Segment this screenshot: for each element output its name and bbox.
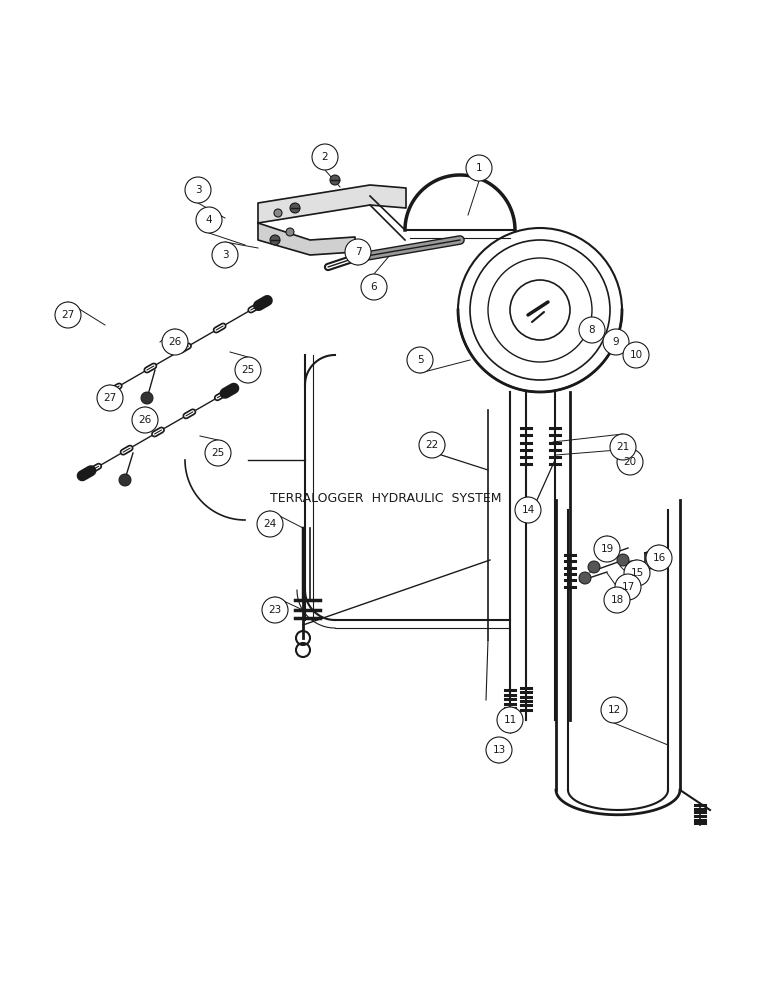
Circle shape xyxy=(497,707,523,733)
Circle shape xyxy=(419,432,445,458)
Circle shape xyxy=(274,209,282,217)
Text: 17: 17 xyxy=(621,582,635,592)
Circle shape xyxy=(262,597,288,623)
Text: 3: 3 xyxy=(195,185,201,195)
Text: 27: 27 xyxy=(62,310,75,320)
Text: 26: 26 xyxy=(168,337,181,347)
Circle shape xyxy=(212,242,238,268)
Circle shape xyxy=(361,274,387,300)
Circle shape xyxy=(579,572,591,584)
Circle shape xyxy=(407,347,433,373)
Circle shape xyxy=(141,392,153,404)
Text: 4: 4 xyxy=(205,215,212,225)
Circle shape xyxy=(604,587,630,613)
Circle shape xyxy=(257,511,283,537)
Circle shape xyxy=(196,207,222,233)
Text: 7: 7 xyxy=(354,247,361,257)
Polygon shape xyxy=(258,185,406,223)
Circle shape xyxy=(585,328,599,342)
Circle shape xyxy=(588,561,600,573)
Text: 5: 5 xyxy=(417,355,423,365)
Circle shape xyxy=(594,536,620,562)
Circle shape xyxy=(603,329,629,355)
Circle shape xyxy=(330,175,340,185)
Circle shape xyxy=(601,697,627,723)
Circle shape xyxy=(609,340,623,354)
Text: 24: 24 xyxy=(263,519,276,529)
Text: 10: 10 xyxy=(629,350,642,360)
Circle shape xyxy=(615,574,641,600)
Text: 22: 22 xyxy=(425,440,438,450)
Polygon shape xyxy=(258,223,355,255)
Text: TERRALOGGER  HYDRAULIC  SYSTEM: TERRALOGGER HYDRAULIC SYSTEM xyxy=(270,491,502,504)
Text: 19: 19 xyxy=(601,544,614,554)
Text: 23: 23 xyxy=(269,605,282,615)
Circle shape xyxy=(270,235,280,245)
Text: 18: 18 xyxy=(611,595,624,605)
Text: 12: 12 xyxy=(608,705,621,715)
Circle shape xyxy=(617,554,629,566)
Circle shape xyxy=(205,440,231,466)
Text: 20: 20 xyxy=(624,457,637,467)
Circle shape xyxy=(486,737,512,763)
Circle shape xyxy=(623,342,649,368)
Circle shape xyxy=(290,203,300,213)
Circle shape xyxy=(235,357,261,383)
Circle shape xyxy=(579,317,605,343)
Text: 1: 1 xyxy=(476,163,482,173)
Text: 25: 25 xyxy=(242,365,255,375)
Circle shape xyxy=(601,547,613,559)
Text: 8: 8 xyxy=(589,325,595,335)
Circle shape xyxy=(185,177,211,203)
Circle shape xyxy=(132,407,158,433)
Circle shape xyxy=(631,353,645,367)
Text: 15: 15 xyxy=(631,568,644,578)
Circle shape xyxy=(345,239,371,265)
Circle shape xyxy=(617,449,643,475)
Text: 13: 13 xyxy=(493,745,506,755)
Text: 6: 6 xyxy=(371,282,378,292)
Circle shape xyxy=(624,560,650,586)
Text: 3: 3 xyxy=(222,250,229,260)
Text: 14: 14 xyxy=(521,505,535,515)
Text: 9: 9 xyxy=(613,337,619,347)
Text: 25: 25 xyxy=(212,448,225,458)
Circle shape xyxy=(119,474,131,486)
Text: 2: 2 xyxy=(322,152,328,162)
Circle shape xyxy=(515,497,541,523)
Circle shape xyxy=(162,329,188,355)
Circle shape xyxy=(286,228,294,236)
Circle shape xyxy=(646,545,672,571)
Text: 11: 11 xyxy=(503,715,516,725)
Circle shape xyxy=(97,385,123,411)
Text: 21: 21 xyxy=(616,442,630,452)
Text: 26: 26 xyxy=(138,415,151,425)
Circle shape xyxy=(312,144,338,170)
Circle shape xyxy=(610,434,636,460)
Text: 16: 16 xyxy=(652,553,665,563)
Circle shape xyxy=(466,155,492,181)
Circle shape xyxy=(55,302,81,328)
Text: 27: 27 xyxy=(103,393,117,403)
